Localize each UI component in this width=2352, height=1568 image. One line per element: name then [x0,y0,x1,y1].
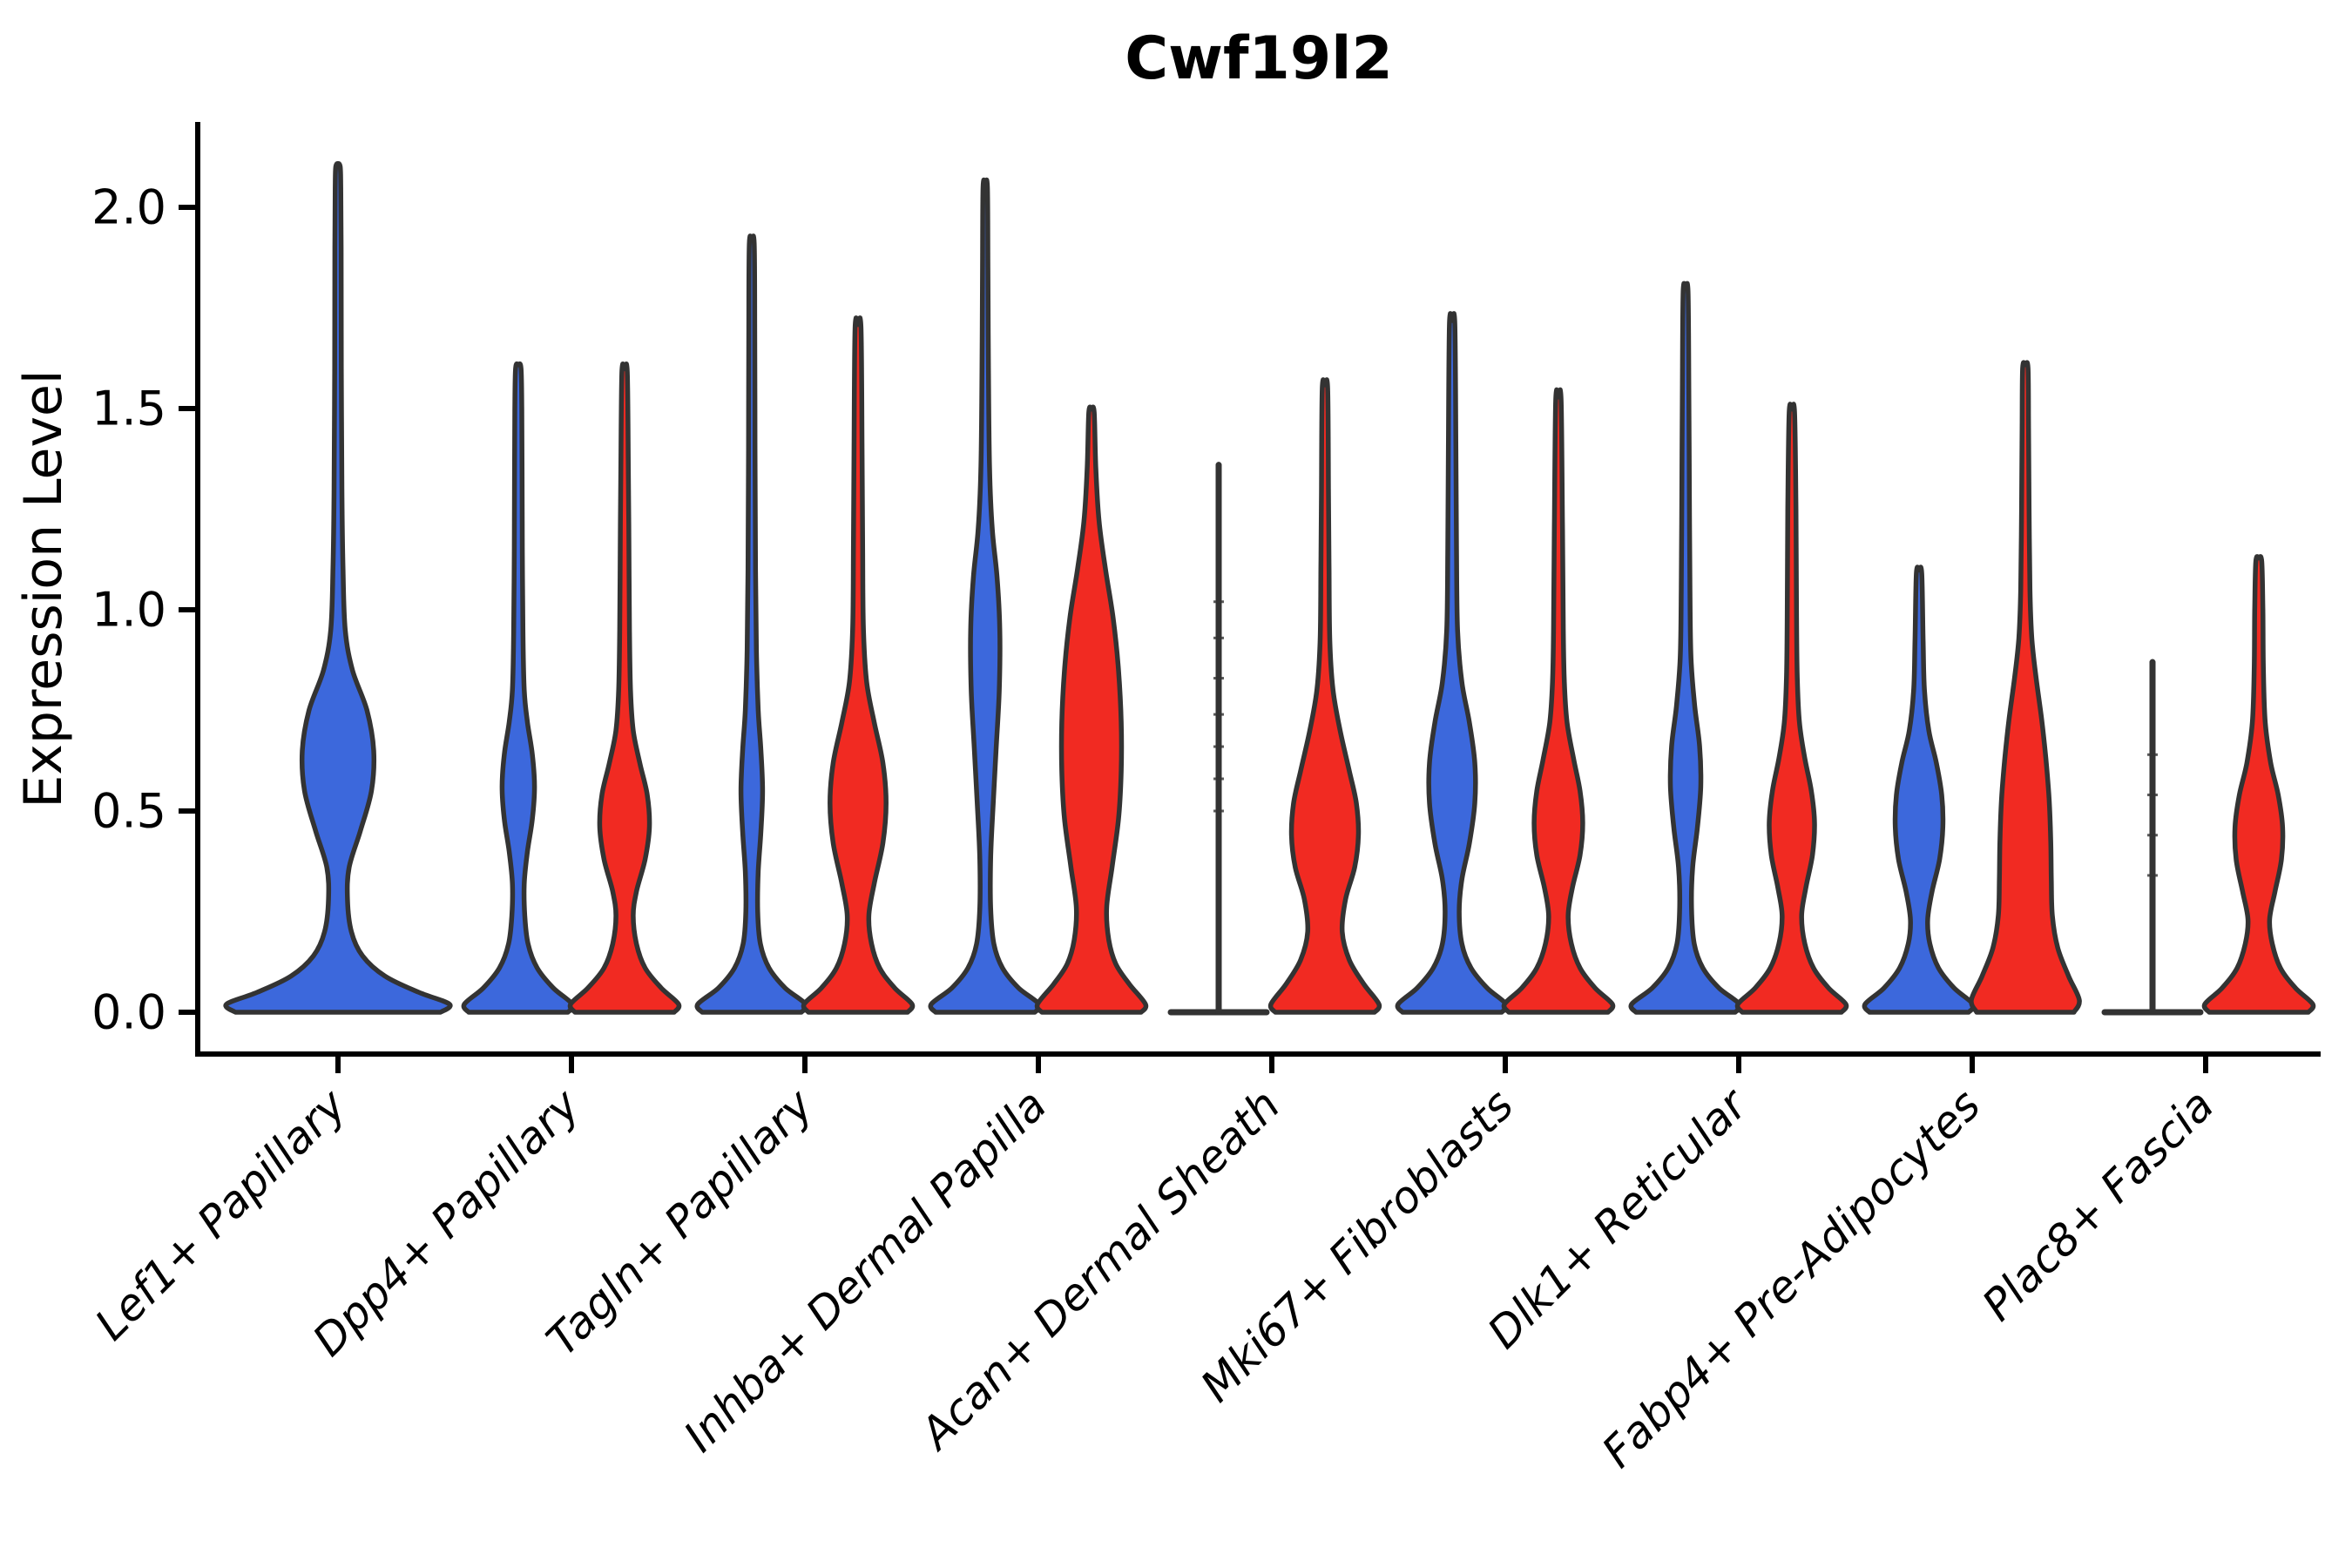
y-tick-label: 0.0 [91,985,166,1040]
violin-dpp4-papillary-blue [461,361,576,1015]
violin-dpp4-papillary-red [567,361,682,1015]
violin-plac8-fascia-blue-degenerate [2101,659,2204,1016]
y-tick-label: 1.0 [91,583,166,638]
y-tick-label: 0.5 [91,784,166,839]
violin-dlk1-reticular-blue [1628,280,1743,1015]
violin-fabp4-pre-adipocytes-red [1969,360,2082,1015]
violin-inhba-dermal-papilla-blue [928,177,1043,1015]
y-tick-label: 2.0 [91,180,166,235]
violin-tagln-papillary-red [801,315,916,1015]
y-tick-label: 1.5 [91,382,166,436]
violin-acan-dermal-sheath-red [1267,377,1382,1015]
violin-acan-dermal-sheath-blue-degenerate [1167,462,1270,1016]
violin-inhba-dermal-papilla-red [1034,404,1149,1015]
violin-mki67-fibroblasts-red [1501,387,1616,1015]
y-axis-label: Expression Level [13,369,74,808]
x-tick-label: Lef1+ Papillary [85,1078,356,1349]
violin-plac8-fascia-red [2201,554,2316,1015]
x-tick-label: Dlk1+ Reticular [1478,1078,1759,1358]
violin-mki67-fibroblasts-blue [1395,311,1510,1015]
y-ticks: 0.0 0.5 1.0 1.5 2.0 [91,180,198,1040]
violins-layer [223,161,2316,1016]
violin-tagln-papillary-blue [694,233,809,1015]
chart-title: Cwf19l2 [1125,24,1393,93]
x-tick-label: Fabp4+ Pre-Adipocytes [1592,1079,1990,1477]
violin-dlk1-reticular-red [1734,402,1849,1015]
violin-lef1-papillary-blue [223,161,453,1015]
violin-fabp4-pre-adipocytes-blue [1862,564,1977,1015]
x-tick-label: Plac8+ Fascia [1973,1079,2224,1330]
